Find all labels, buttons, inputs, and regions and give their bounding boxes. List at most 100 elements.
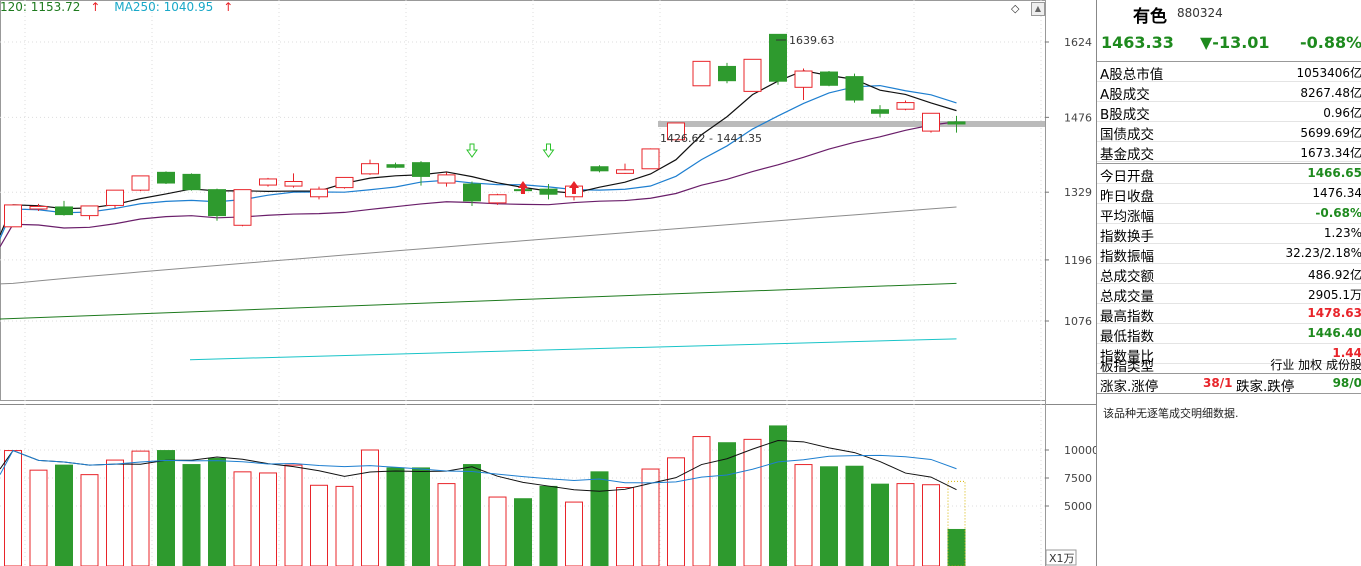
candle-body xyxy=(386,164,405,168)
candle-body xyxy=(310,188,328,198)
row-value: 1476.34 xyxy=(1312,186,1361,200)
row-value: 8267.48亿 xyxy=(1300,86,1361,100)
volume-bar xyxy=(233,471,252,566)
volume-bar xyxy=(667,457,685,566)
candle-body xyxy=(284,181,303,187)
row-value: 486.92亿 xyxy=(1308,268,1361,282)
row-label: 总成交额 xyxy=(1100,269,1154,285)
candle-body xyxy=(361,163,379,175)
volume-bar xyxy=(80,474,99,566)
candle-body xyxy=(667,122,685,141)
row-label: 最高指数 xyxy=(1100,309,1154,325)
volume-bar xyxy=(896,483,915,566)
board-type-label: 板指类型 xyxy=(1100,359,1154,375)
candle-body xyxy=(182,173,201,191)
market-summary: A股总市值 1053406亿 A股成交 8267.48亿 B股成交 0.96亿 国债成交 56… xyxy=(1097,62,1361,163)
candle-body xyxy=(820,71,838,86)
board-type-section: 板指类型 行业 加权 成份股 涨家.涨停 38/1 跌家.跌停 98/0 xyxy=(1097,354,1361,395)
ma250-value: MA250: 1040.95 xyxy=(114,0,214,14)
row-label: 指数振幅 xyxy=(1100,249,1154,265)
candle-body xyxy=(922,112,940,132)
ma120-value: 120: 1153.72 xyxy=(0,0,81,14)
volume-bar xyxy=(463,464,481,566)
row-label: A股总市值 xyxy=(1100,67,1164,83)
volume-bar xyxy=(157,450,175,566)
quote-panel: 有色 880324 1463.33 ▼-13.01 -0.88% A股总市值 10… xyxy=(1096,0,1361,566)
volume-bar xyxy=(131,450,150,566)
volume-bar xyxy=(412,467,430,566)
volume-bar xyxy=(922,484,940,566)
volume-bar xyxy=(437,483,456,566)
price-tick-label: 1196 xyxy=(1064,254,1092,267)
index-code: 880324 xyxy=(1177,6,1223,20)
ma60-line xyxy=(0,206,957,285)
row-label: B股成交 xyxy=(1100,107,1150,123)
volume-bar xyxy=(106,459,124,566)
ma120-label: 120: 1153.72 ↑ xyxy=(0,0,100,14)
panel-row: 指数换手 1.23% xyxy=(1097,224,1361,245)
row-value: -0.68% xyxy=(1315,206,1361,220)
volume-bar xyxy=(692,436,711,566)
board-type-row[interactable]: 板指类型 行业 加权 成份股 xyxy=(1097,354,1361,375)
panel-row: 基金成交 1673.34亿 xyxy=(1097,142,1361,163)
kline-chart-area[interactable]: 1624 1476 1329 1196 1076 10000 7500 5000 X1万 1639… xyxy=(0,0,1096,566)
volume-bar xyxy=(845,465,864,566)
volume-bar xyxy=(284,464,303,566)
volume-bar xyxy=(947,528,966,566)
candle-body xyxy=(743,58,762,92)
divider xyxy=(1097,61,1361,62)
price-tick-label: 1329 xyxy=(1064,186,1092,199)
row-label: 基金成交 xyxy=(1100,147,1154,163)
up-label: 涨家.涨停 xyxy=(1100,379,1159,395)
row-value: 0.96亿 xyxy=(1323,106,1361,120)
row-label: 指数换手 xyxy=(1100,229,1154,245)
quote-line: 1463.33 ▼-13.01 -0.88% xyxy=(1101,33,1361,55)
kline-chart[interactable]: 1624 1476 1329 1196 1076 10000 7500 5000 X1万 1639… xyxy=(0,0,1096,566)
ma10-line xyxy=(0,84,957,239)
candle-body xyxy=(845,76,864,101)
ma-legend: 120: 1153.72 ↑ MA250: 1040.95 ↑ xyxy=(0,0,243,16)
candle-body xyxy=(616,169,634,174)
diamond-icon[interactable]: ◇ xyxy=(1011,2,1020,15)
volume-bar xyxy=(718,442,736,566)
panel-row: 昨日收盘 1476.34 xyxy=(1097,184,1361,205)
row-value: 2905.1万 xyxy=(1308,288,1361,302)
panel-row: 总成交量 2905.1万 xyxy=(1097,284,1361,305)
row-label: 今日开盘 xyxy=(1100,169,1154,185)
candle-body xyxy=(947,121,966,125)
volume-bar xyxy=(871,483,889,566)
candle-body xyxy=(641,148,660,170)
volume-bar xyxy=(616,487,634,566)
row-label: 最低指数 xyxy=(1100,329,1154,345)
index-change: ▼-13.01 xyxy=(1200,33,1270,52)
volume-bar xyxy=(590,471,609,566)
volume-unit-label: X1万 xyxy=(1049,552,1075,565)
updown-row: 涨家.涨停 38/1 跌家.跌停 98/0 xyxy=(1097,374,1361,395)
volume-bar xyxy=(4,450,22,566)
volume-bar xyxy=(55,464,73,566)
candle-body xyxy=(157,171,175,184)
row-value: 1053406亿 xyxy=(1296,66,1361,80)
candle-body xyxy=(692,60,711,87)
row-value: 1.23% xyxy=(1323,226,1361,240)
volume-bar xyxy=(794,464,813,566)
candle-body xyxy=(259,178,277,186)
candle-body xyxy=(718,65,736,82)
volume-unit-box xyxy=(1045,549,1077,566)
row-value: 1673.34亿 xyxy=(1300,146,1361,160)
volume-bar xyxy=(565,501,583,566)
high-label: 1639.63 xyxy=(789,34,835,47)
candle-body xyxy=(335,176,354,189)
panel-row: 平均涨幅 -0.68% xyxy=(1097,204,1361,225)
ma5-line xyxy=(0,70,957,236)
scroll-up-button[interactable]: ▲ xyxy=(1031,2,1045,16)
candle-body xyxy=(412,162,430,177)
board-type-value[interactable]: 行业 加权 成份股 xyxy=(1270,358,1361,372)
panel-row: 最低指数 1446.40 xyxy=(1097,324,1361,345)
ma250-line xyxy=(189,338,957,361)
panel-row: 今日开盘 1466.65 xyxy=(1097,164,1361,185)
divider xyxy=(1097,163,1361,164)
volume-bar xyxy=(539,485,558,566)
panel-row: 国债成交 5699.69亿 xyxy=(1097,122,1361,143)
row-label: 指数量比 xyxy=(1100,349,1154,365)
